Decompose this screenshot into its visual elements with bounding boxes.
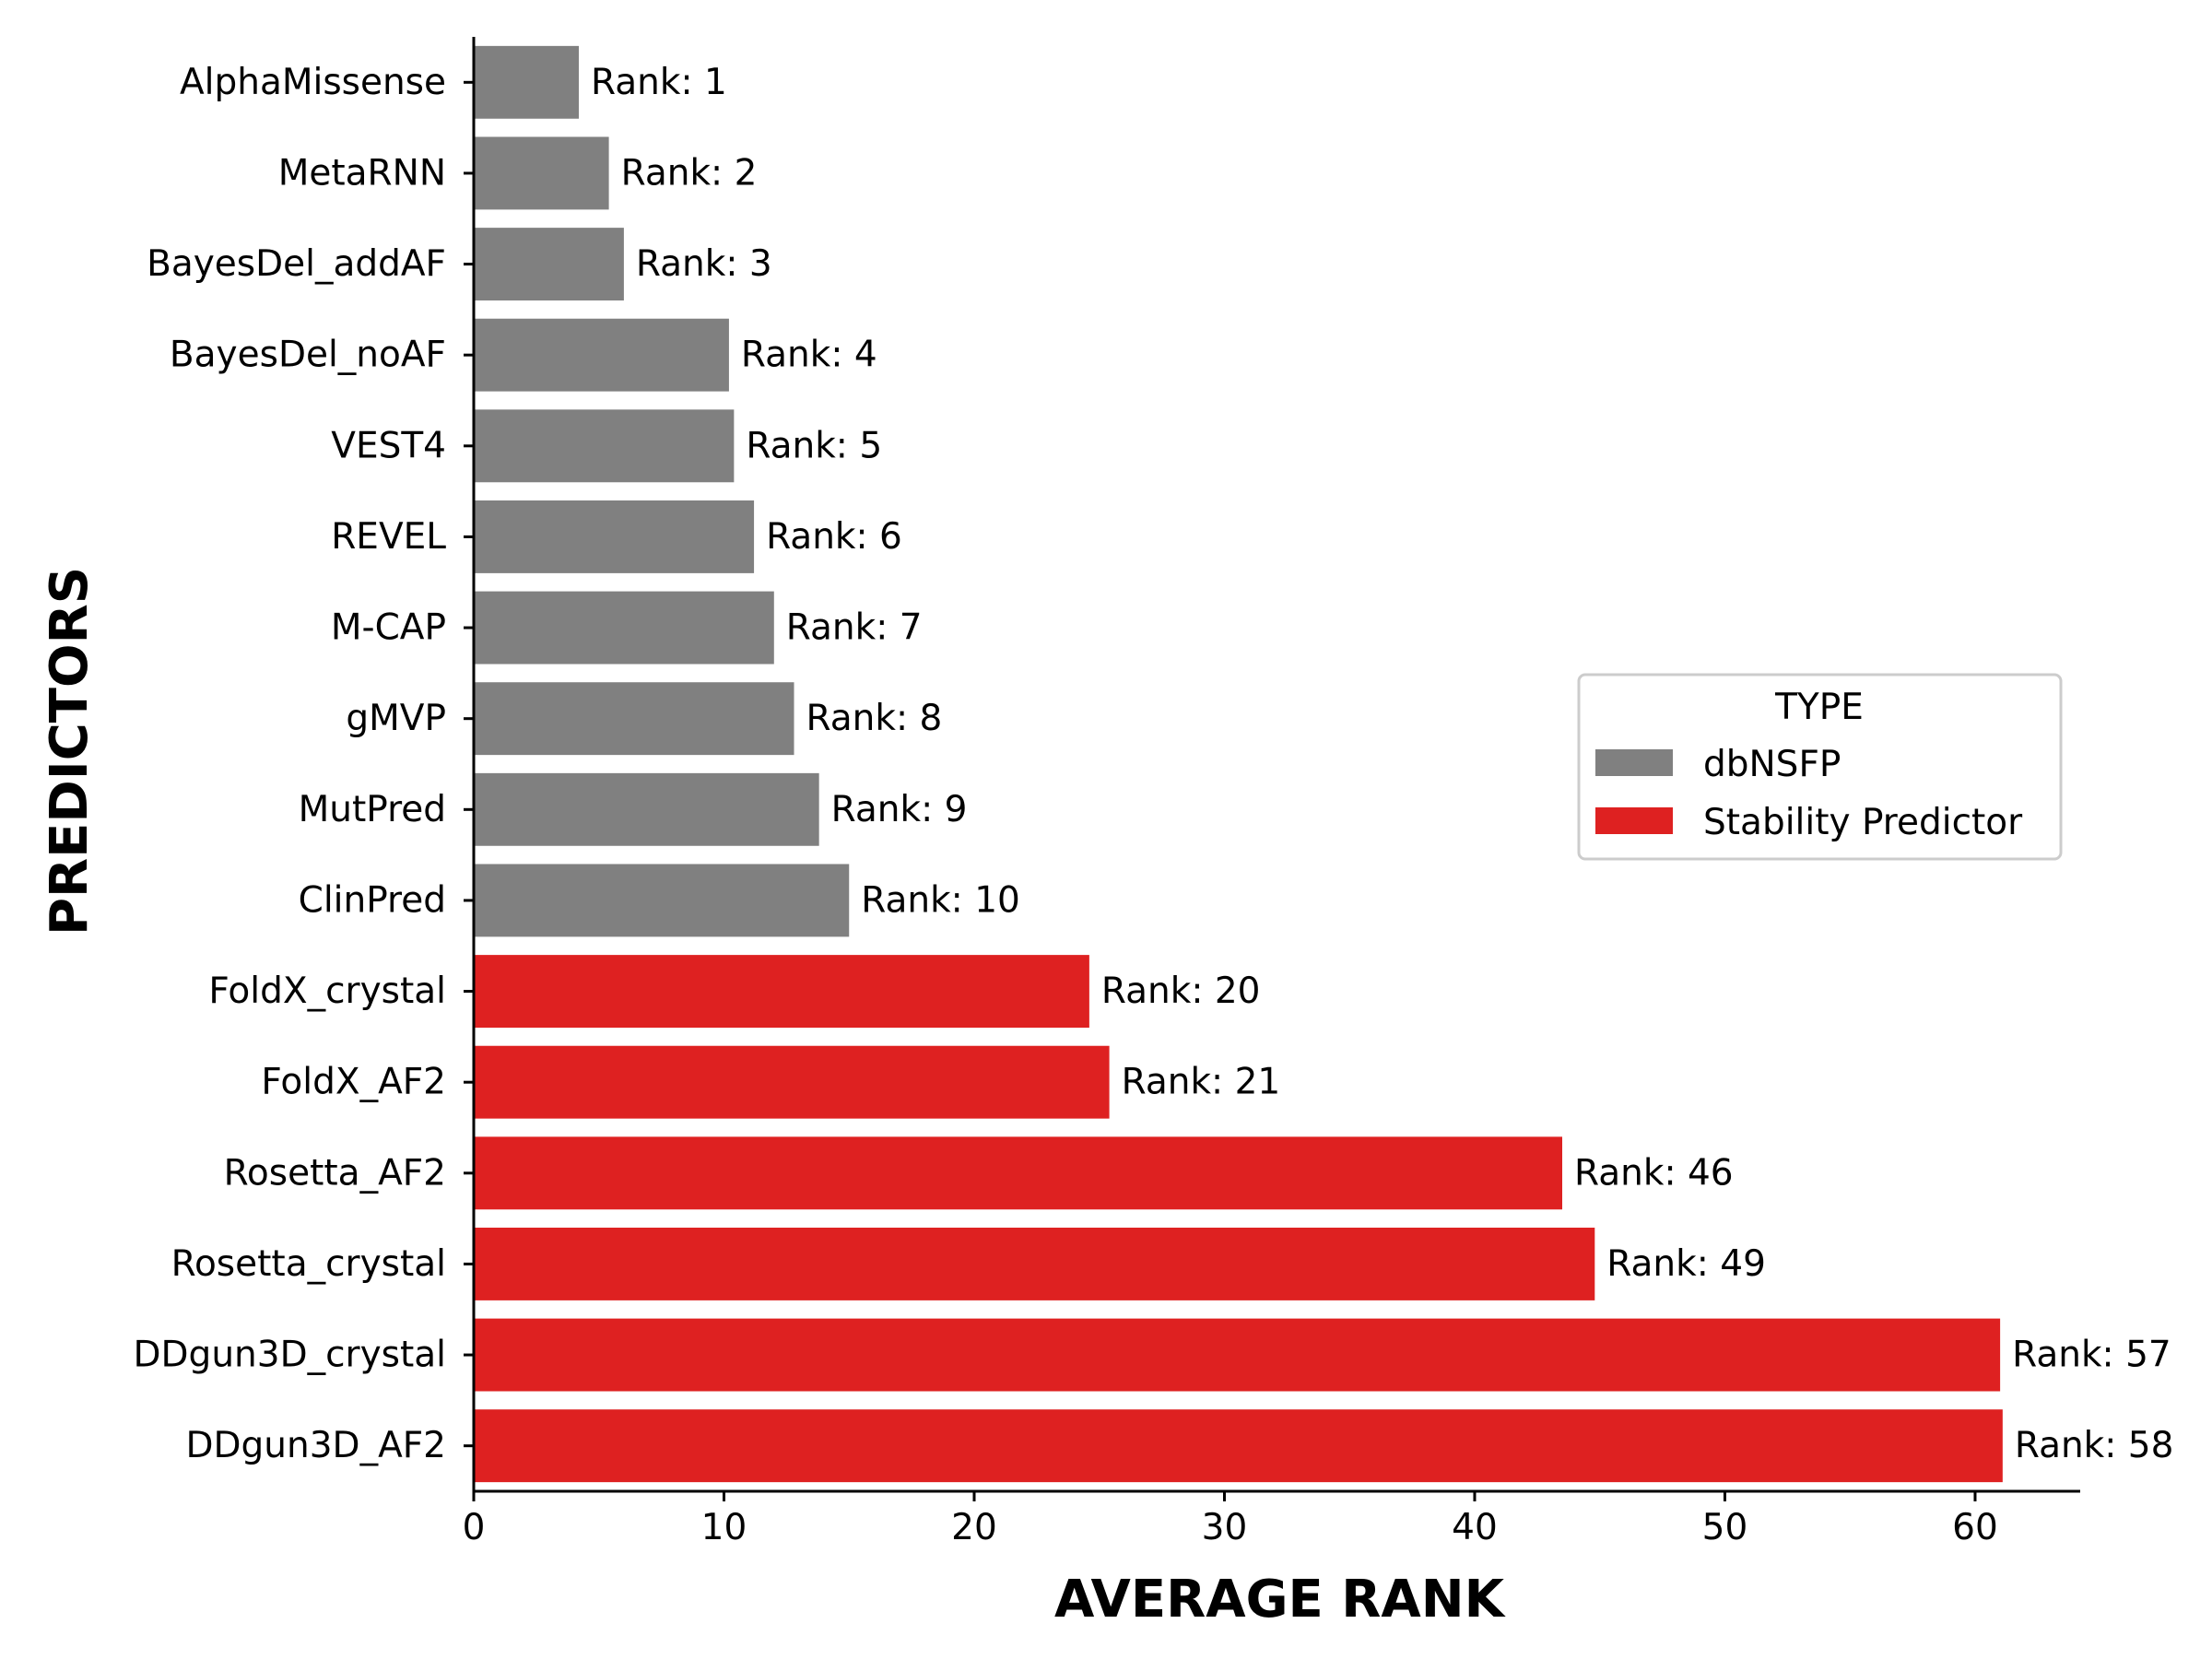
bar-label-ddgun3d-crystal: Rank: 57 [2012, 1335, 2171, 1376]
bar-revel [474, 500, 755, 573]
bars-layer [474, 45, 2003, 1483]
bar-vest4 [474, 409, 735, 483]
x-tick-label-40: 40 [1452, 1507, 1498, 1548]
bar-mutpred [474, 772, 819, 846]
bar-label-foldx-crystal: Rank: 20 [1101, 971, 1261, 1012]
y-tick-label-rosetta-af2: Rosetta_AF2 [224, 1152, 446, 1194]
bar-label-vest4: Rank: 5 [746, 425, 882, 466]
bar-ddgun3d-crystal [474, 1318, 2001, 1392]
y-tick-label-foldx-crystal: FoldX_crystal [208, 971, 446, 1012]
bar-ddgun3d-af2 [474, 1409, 2003, 1483]
y-tick-label-bayesdel-addaf: BayesDel_addAF [147, 243, 446, 285]
bar-bayesdel-addaf [474, 228, 624, 301]
legend: TYPE dbNSFP Stability Predictor [1577, 673, 2063, 861]
bar-label-revel: Rank: 6 [766, 516, 902, 558]
y-tick-label-ddgun3d-af2: DDgun3D_AF2 [185, 1425, 446, 1466]
y-axis-title: PREDICTORS [40, 567, 100, 935]
legend-frame [1577, 673, 2063, 861]
bar-label-m-cap: Rank: 7 [786, 607, 923, 649]
bar-label-bayesdel-addaf: Rank: 3 [636, 243, 772, 285]
bar-label-rosetta-crystal: Rank: 49 [1606, 1243, 1766, 1285]
x-axis-title: AVERAGE RANK [1054, 1570, 1507, 1630]
legend-label-dbnsfp: dbNSFP [1703, 744, 1841, 785]
bar-clinpred [474, 864, 850, 937]
x-axis: 0 10 20 30 40 50 60 [463, 1489, 2080, 1548]
bar-foldx-crystal [474, 955, 1089, 1029]
x-tick-label-60: 60 [1952, 1507, 1998, 1548]
y-tick-label-gmvp: gMVP [346, 698, 446, 739]
legend-swatch-dbnsfp [1595, 749, 1673, 776]
y-tick-label-bayesdel-noaf: BayesDel_noAF [170, 335, 446, 376]
bar-foldx-af2 [474, 1045, 1110, 1119]
bar-m-cap [474, 591, 774, 665]
legend-title: TYPE [1774, 687, 1864, 728]
y-tick-label-foldx-af2: FoldX_AF2 [261, 1062, 446, 1103]
bar-label-metarnn: Rank: 2 [621, 152, 758, 194]
y-tick-label-alphamissense: AlphaMissense [180, 62, 446, 103]
legend-label-stability-predictor: Stability Predictor [1703, 802, 2023, 843]
y-tick-label-revel: REVEL [331, 516, 446, 558]
y-tick-label-rosetta-crystal: Rosetta_crystal [171, 1243, 446, 1285]
bar-metarnn [474, 136, 609, 210]
x-tick-label-50: 50 [1702, 1507, 1748, 1548]
bar-gmvp [474, 682, 794, 756]
y-tick-label-clinpred: ClinPred [299, 879, 446, 921]
bar-rosetta-crystal [474, 1227, 1595, 1300]
bar-labels-layer: Rank: 1 Rank: 2 Rank: 3 Rank: 4 Rank: 5 Rank:… [591, 62, 2173, 1466]
y-tick-label-metarnn: MetaRNN [278, 152, 446, 194]
bar-label-rosetta-af2: Rank: 46 [1574, 1152, 1734, 1194]
bar-alphamissense [474, 45, 580, 119]
y-tick-label-mutpred: MutPred [299, 789, 446, 830]
bar-label-mutpred: Rank: 9 [831, 789, 968, 830]
bar-rosetta-af2 [474, 1136, 1563, 1210]
bar-label-bayesdel-noaf: Rank: 4 [741, 335, 877, 376]
bar-label-gmvp: Rank: 8 [806, 698, 943, 739]
x-tick-label-10: 10 [701, 1507, 747, 1548]
bar-label-clinpred: Rank: 10 [861, 879, 1020, 921]
y-axis: AlphaMissense MetaRNN BayesDel_addAF BayesD… [134, 37, 476, 1491]
bar-bayesdel-noaf [474, 318, 729, 392]
x-tick-label-0: 0 [463, 1507, 486, 1548]
bar-label-ddgun3d-af2: Rank: 58 [2015, 1425, 2174, 1466]
x-tick-label-30: 30 [1202, 1507, 1248, 1548]
y-tick-label-ddgun3d-crystal: DDgun3D_crystal [134, 1335, 447, 1376]
legend-swatch-stability-predictor [1595, 807, 1673, 834]
y-tick-label-vest4: VEST4 [331, 425, 446, 466]
y-tick-label-m-cap: M-CAP [331, 607, 446, 649]
bar-label-alphamissense: Rank: 1 [591, 62, 727, 103]
bar-label-foldx-af2: Rank: 21 [1122, 1062, 1281, 1103]
x-tick-label-20: 20 [951, 1507, 997, 1548]
